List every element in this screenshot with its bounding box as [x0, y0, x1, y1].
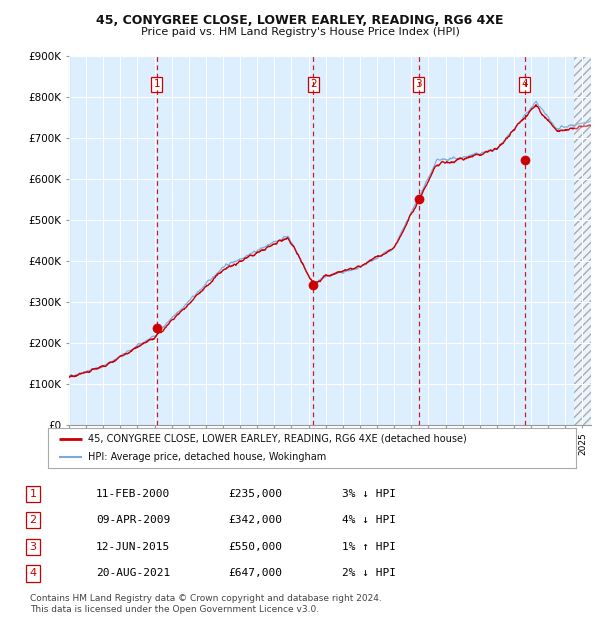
- Text: £342,000: £342,000: [228, 515, 282, 525]
- Text: 3% ↓ HPI: 3% ↓ HPI: [342, 489, 396, 498]
- Text: 3: 3: [29, 542, 37, 552]
- Text: 2: 2: [29, 515, 37, 525]
- Text: This data is licensed under the Open Government Licence v3.0.: This data is licensed under the Open Gov…: [30, 604, 319, 614]
- Text: 45, CONYGREE CLOSE, LOWER EARLEY, READING, RG6 4XE: 45, CONYGREE CLOSE, LOWER EARLEY, READIN…: [96, 14, 504, 27]
- Text: 2: 2: [310, 79, 317, 89]
- Text: 4: 4: [29, 569, 37, 578]
- Text: Price paid vs. HM Land Registry's House Price Index (HPI): Price paid vs. HM Land Registry's House …: [140, 27, 460, 37]
- Text: 20-AUG-2021: 20-AUG-2021: [96, 569, 170, 578]
- Text: 11-FEB-2000: 11-FEB-2000: [96, 489, 170, 498]
- Text: £647,000: £647,000: [228, 569, 282, 578]
- Text: 09-APR-2009: 09-APR-2009: [96, 515, 170, 525]
- Bar: [574, 56, 591, 425]
- Text: 1: 1: [154, 79, 160, 89]
- Text: Contains HM Land Registry data © Crown copyright and database right 2024.: Contains HM Land Registry data © Crown c…: [30, 594, 382, 603]
- Bar: [574, 56, 591, 425]
- Text: 45, CONYGREE CLOSE, LOWER EARLEY, READING, RG6 4XE (detached house): 45, CONYGREE CLOSE, LOWER EARLEY, READIN…: [88, 433, 466, 444]
- Text: 2% ↓ HPI: 2% ↓ HPI: [342, 569, 396, 578]
- Text: 4% ↓ HPI: 4% ↓ HPI: [342, 515, 396, 525]
- Text: £550,000: £550,000: [228, 542, 282, 552]
- Text: HPI: Average price, detached house, Wokingham: HPI: Average price, detached house, Woki…: [88, 452, 326, 463]
- Text: £235,000: £235,000: [228, 489, 282, 498]
- Text: 4: 4: [521, 79, 528, 89]
- Text: 1: 1: [29, 489, 37, 498]
- Text: 1% ↑ HPI: 1% ↑ HPI: [342, 542, 396, 552]
- Text: 3: 3: [416, 79, 422, 89]
- Text: 12-JUN-2015: 12-JUN-2015: [96, 542, 170, 552]
